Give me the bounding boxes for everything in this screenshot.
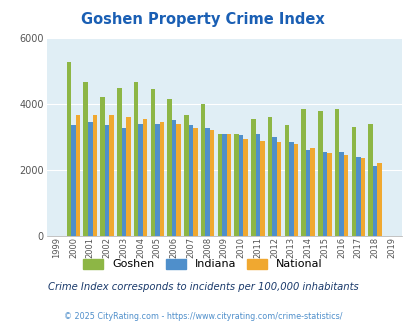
Bar xyxy=(317,111,322,236)
Bar xyxy=(372,166,377,236)
Bar xyxy=(193,128,197,236)
Bar xyxy=(176,124,180,236)
Text: © 2025 CityRating.com - https://www.cityrating.com/crime-statistics/: © 2025 CityRating.com - https://www.city… xyxy=(64,312,341,321)
Bar xyxy=(243,139,247,236)
Bar xyxy=(209,130,214,236)
Bar xyxy=(355,157,360,236)
Bar xyxy=(133,82,138,236)
Bar xyxy=(138,124,143,236)
Bar xyxy=(305,150,309,236)
Bar xyxy=(288,142,293,236)
Bar xyxy=(260,141,264,236)
Bar xyxy=(377,163,381,236)
Bar xyxy=(326,153,331,236)
Bar xyxy=(351,127,355,236)
Bar xyxy=(167,99,171,236)
Bar xyxy=(360,158,364,236)
Bar xyxy=(83,82,88,236)
Bar xyxy=(100,97,104,236)
Bar xyxy=(200,104,205,236)
Bar xyxy=(92,115,97,236)
Bar xyxy=(255,134,260,236)
Bar xyxy=(309,148,314,236)
Bar xyxy=(121,128,126,236)
Bar xyxy=(272,137,276,236)
Bar xyxy=(109,115,113,236)
Bar xyxy=(284,125,288,236)
Legend: Goshen, Indiana, National: Goshen, Indiana, National xyxy=(81,256,324,272)
Bar xyxy=(367,124,372,236)
Bar xyxy=(267,117,272,236)
Bar xyxy=(322,152,326,236)
Bar xyxy=(293,144,297,236)
Bar xyxy=(276,142,281,236)
Text: Crime Index corresponds to incidents per 100,000 inhabitants: Crime Index corresponds to incidents per… xyxy=(47,282,358,292)
Bar xyxy=(188,125,193,236)
Bar xyxy=(171,120,176,236)
Bar xyxy=(104,125,109,236)
Bar xyxy=(159,122,164,236)
Bar xyxy=(334,109,339,236)
Bar xyxy=(71,125,76,236)
Bar xyxy=(150,89,155,236)
Bar xyxy=(66,62,71,236)
Bar xyxy=(222,134,226,236)
Bar xyxy=(250,119,255,236)
Bar xyxy=(143,119,147,236)
Bar xyxy=(117,88,121,236)
Bar xyxy=(126,117,130,236)
Bar xyxy=(301,109,305,236)
Bar xyxy=(205,128,209,236)
Bar xyxy=(183,115,188,236)
Bar xyxy=(226,134,230,236)
Bar xyxy=(343,155,347,236)
Bar xyxy=(217,134,222,236)
Bar xyxy=(234,134,238,236)
Bar xyxy=(238,135,243,236)
Text: Goshen Property Crime Index: Goshen Property Crime Index xyxy=(81,12,324,26)
Bar xyxy=(76,115,80,236)
Bar xyxy=(339,152,343,236)
Bar xyxy=(155,124,159,236)
Bar xyxy=(88,122,92,236)
